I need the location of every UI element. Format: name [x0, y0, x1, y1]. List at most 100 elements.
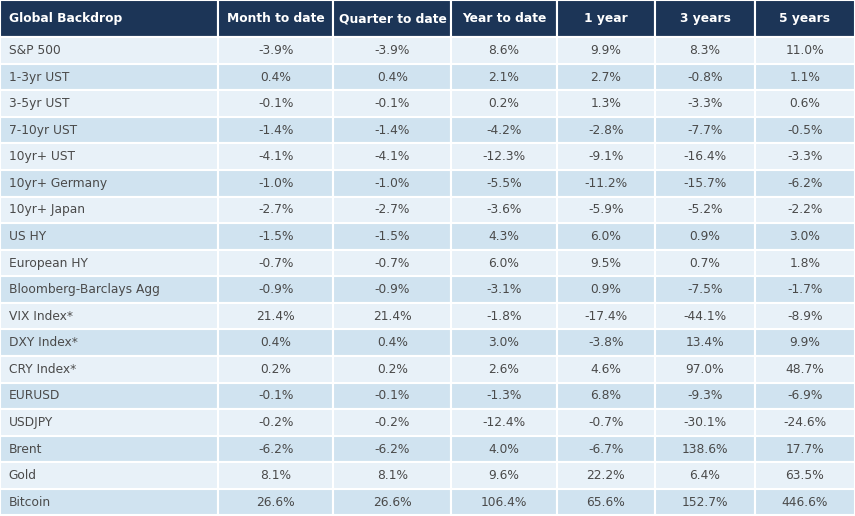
Bar [0, 37, 218, 64]
Bar [655, 250, 755, 276]
Text: 26.6%: 26.6% [373, 496, 412, 509]
Bar [0, 143, 218, 170]
Bar [755, 37, 855, 64]
Text: 0.9%: 0.9% [590, 283, 622, 296]
Bar [557, 90, 655, 117]
Text: 0.4%: 0.4% [260, 336, 292, 349]
Text: -5.5%: -5.5% [486, 177, 522, 190]
Bar [0, 0, 218, 37]
Bar [218, 250, 333, 276]
Bar [0, 436, 218, 462]
Bar [557, 63, 655, 90]
Text: -1.5%: -1.5% [374, 230, 410, 243]
Text: 2.6%: 2.6% [488, 363, 520, 376]
Text: -5.9%: -5.9% [588, 203, 623, 216]
Text: -8.9%: -8.9% [787, 310, 823, 322]
Bar [333, 250, 451, 276]
Text: -6.7%: -6.7% [588, 443, 623, 456]
Bar [755, 197, 855, 223]
Bar [0, 63, 218, 90]
Text: -12.4%: -12.4% [482, 416, 526, 429]
Bar [333, 90, 451, 117]
Bar [333, 489, 451, 515]
Text: 2.1%: 2.1% [488, 71, 520, 84]
Text: 22.2%: 22.2% [587, 469, 625, 482]
Bar [655, 409, 755, 436]
Text: 0.4%: 0.4% [377, 71, 408, 84]
Text: -7.5%: -7.5% [687, 283, 722, 296]
Bar [218, 223, 333, 250]
Text: -3.1%: -3.1% [486, 283, 522, 296]
Text: Quarter to date: Quarter to date [339, 12, 446, 25]
Text: -0.7%: -0.7% [374, 256, 410, 269]
Bar [333, 329, 451, 356]
Text: -17.4%: -17.4% [584, 310, 628, 322]
Text: 0.6%: 0.6% [789, 97, 821, 110]
Text: 6.4%: 6.4% [689, 469, 721, 482]
Text: 9.9%: 9.9% [789, 336, 821, 349]
Bar [333, 170, 451, 197]
Bar [0, 489, 218, 515]
Text: 4.6%: 4.6% [590, 363, 622, 376]
Text: -0.1%: -0.1% [258, 390, 293, 402]
Text: -0.2%: -0.2% [258, 416, 293, 429]
Text: -2.8%: -2.8% [588, 124, 623, 137]
Bar [655, 143, 755, 170]
Text: -9.3%: -9.3% [687, 390, 722, 402]
Text: 3.0%: 3.0% [789, 230, 821, 243]
Text: 8.1%: 8.1% [377, 469, 408, 482]
Bar [218, 90, 333, 117]
Bar [655, 489, 755, 515]
Bar [655, 63, 755, 90]
Text: 1.3%: 1.3% [590, 97, 622, 110]
Bar [451, 382, 557, 409]
Bar [557, 143, 655, 170]
Text: -9.1%: -9.1% [588, 150, 623, 163]
Bar [755, 462, 855, 489]
Text: 2.7%: 2.7% [590, 71, 622, 84]
Text: -3.3%: -3.3% [687, 97, 722, 110]
Bar [218, 436, 333, 462]
Bar [557, 170, 655, 197]
Text: 65.6%: 65.6% [587, 496, 625, 509]
Bar [557, 117, 655, 143]
Text: -0.7%: -0.7% [258, 256, 293, 269]
Bar [0, 223, 218, 250]
Text: 3.0%: 3.0% [488, 336, 520, 349]
Bar [333, 303, 451, 329]
Text: -15.7%: -15.7% [683, 177, 727, 190]
Bar [333, 223, 451, 250]
Bar [557, 197, 655, 223]
Bar [451, 143, 557, 170]
Text: 9.9%: 9.9% [590, 44, 622, 57]
Text: 5 years: 5 years [780, 12, 830, 25]
Text: US HY: US HY [9, 230, 45, 243]
Bar [557, 250, 655, 276]
Bar [755, 329, 855, 356]
Bar [0, 409, 218, 436]
Bar [333, 382, 451, 409]
Text: -0.7%: -0.7% [588, 416, 623, 429]
Bar [557, 382, 655, 409]
Bar [218, 197, 333, 223]
Text: -1.3%: -1.3% [486, 390, 522, 402]
Text: -16.4%: -16.4% [683, 150, 727, 163]
Bar [451, 37, 557, 64]
Text: -0.5%: -0.5% [787, 124, 823, 137]
Bar [557, 37, 655, 64]
Text: -6.9%: -6.9% [787, 390, 823, 402]
Text: 0.4%: 0.4% [377, 336, 408, 349]
Bar [557, 436, 655, 462]
Bar [557, 329, 655, 356]
Bar [218, 409, 333, 436]
Bar [0, 303, 218, 329]
Text: 21.4%: 21.4% [256, 310, 295, 322]
Bar [755, 117, 855, 143]
Text: 1-3yr UST: 1-3yr UST [9, 71, 69, 84]
Bar [557, 277, 655, 303]
Bar [0, 277, 218, 303]
Bar [333, 0, 451, 37]
Bar [333, 197, 451, 223]
Bar [0, 90, 218, 117]
Text: 3 years: 3 years [680, 12, 730, 25]
